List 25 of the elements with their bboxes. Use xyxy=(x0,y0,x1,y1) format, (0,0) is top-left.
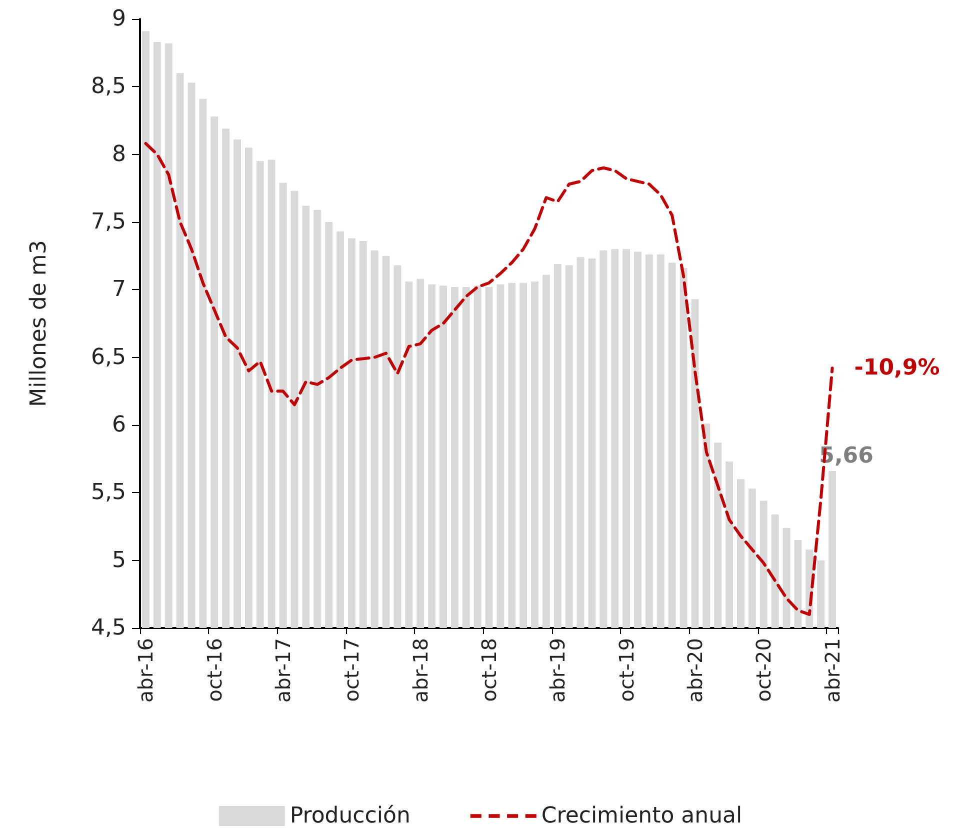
x-tick-label: abr-17 xyxy=(271,638,296,703)
x-tick-label: abr-19 xyxy=(546,638,570,703)
x-tick-label: oct-18 xyxy=(477,638,501,702)
y-tick-label: 5 xyxy=(112,548,126,573)
x-tick-label: oct-20 xyxy=(752,638,776,702)
y-tick-label: 4,5 xyxy=(91,616,126,640)
legend-label: Producción xyxy=(290,804,410,828)
x-tick-label: abr-21 xyxy=(820,638,844,703)
y-tick-label: 7,5 xyxy=(91,210,126,234)
x-tick-label: abr-18 xyxy=(408,638,432,703)
y-tick-label: 8,5 xyxy=(91,74,126,100)
y-tick-label: 6 xyxy=(112,412,126,438)
y-tick-label: 7 xyxy=(112,277,126,302)
x-tick-label: oct-19 xyxy=(614,638,638,702)
y-tick-label: 6,5 xyxy=(91,344,126,370)
x-tick-label: abr-16 xyxy=(134,638,158,703)
x-tick-label: oct-16 xyxy=(202,638,226,702)
x-tick-label: oct-17 xyxy=(340,638,364,702)
legend-label: Crecimiento anual xyxy=(541,804,742,828)
y-tick-label: 5,5 xyxy=(91,480,126,506)
x-tick-label: abr-20 xyxy=(682,638,707,703)
y-tick-label: 8 xyxy=(112,142,126,167)
y-tick-label: 9 xyxy=(112,6,126,32)
y-axis-title: Millones de m3 xyxy=(26,240,52,407)
annotation: -10,9% xyxy=(854,356,940,381)
